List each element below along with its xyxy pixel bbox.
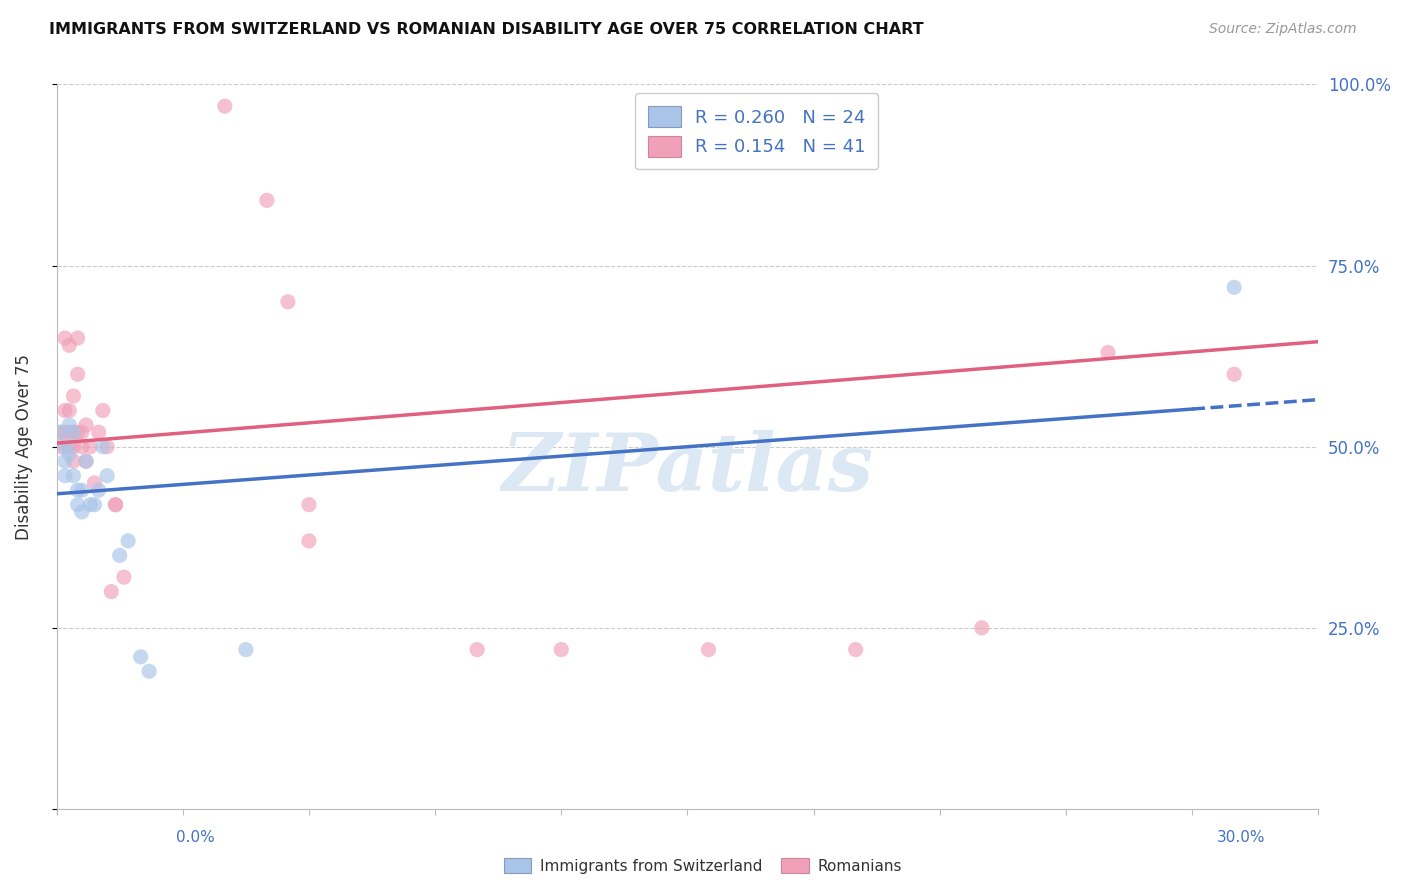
Point (1223, 280, 1246, 294)
Point (62, 440, 84, 454)
Point (58, 447, 80, 461)
Point (62, 425, 84, 440)
Point (112, 570, 135, 584)
Point (75, 454, 97, 468)
Point (62, 468, 84, 483)
Text: 30.0%: 30.0% (1218, 830, 1265, 845)
Point (79, 498, 101, 512)
Point (66, 368, 89, 382)
Legend: Immigrants from Switzerland, Romanians: Immigrants from Switzerland, Romanians (498, 852, 908, 880)
Point (697, 642, 720, 657)
Point (53, 440, 76, 454)
Point (58, 403, 80, 417)
Point (58, 425, 80, 440)
Point (66, 498, 89, 512)
Point (70, 483, 93, 498)
Point (104, 498, 127, 512)
Point (70, 505, 93, 519)
Text: Source: ZipAtlas.com: Source: ZipAtlas.com (1209, 22, 1357, 37)
Point (87, 483, 110, 498)
Point (49, 425, 72, 440)
Point (62, 389, 84, 403)
Point (53, 468, 76, 483)
Point (70, 425, 93, 440)
Point (1097, 345, 1119, 359)
Point (277, 294, 299, 309)
Point (58, 338, 80, 352)
Point (91, 403, 114, 417)
Point (96, 440, 118, 454)
Point (53, 403, 76, 417)
Point (62, 454, 84, 468)
Point (104, 498, 127, 512)
Point (58, 417, 80, 432)
Point (845, 642, 868, 657)
Point (53, 331, 76, 345)
Point (96, 468, 118, 483)
Point (75, 454, 97, 468)
Point (83, 475, 105, 490)
Text: 0.0%: 0.0% (176, 830, 215, 845)
Point (256, 194, 278, 208)
Point (53, 425, 76, 440)
Text: IMMIGRANTS FROM SWITZERLAND VS ROMANIAN DISABILITY AGE OVER 75 CORRELATION CHART: IMMIGRANTS FROM SWITZERLAND VS ROMANIAN … (49, 22, 924, 37)
Point (66, 483, 89, 498)
Point (138, 665, 160, 679)
Point (117, 533, 139, 548)
Point (58, 440, 80, 454)
Point (62, 425, 84, 440)
Point (87, 425, 110, 440)
Point (83, 498, 105, 512)
Point (75, 417, 97, 432)
Point (66, 331, 89, 345)
Point (129, 649, 152, 664)
Point (100, 584, 122, 599)
Point (66, 425, 89, 440)
Point (91, 440, 114, 454)
Y-axis label: Disability Age Over 75: Disability Age Over 75 (15, 354, 32, 540)
Point (49, 425, 72, 440)
Point (49, 440, 72, 454)
Point (970, 621, 993, 635)
Legend: R = 0.260   N = 24, R = 0.154   N = 41: R = 0.260 N = 24, R = 0.154 N = 41 (636, 94, 879, 169)
Point (53, 454, 76, 468)
Point (214, 99, 236, 113)
Point (108, 549, 131, 563)
Text: ZIPatlas: ZIPatlas (502, 430, 873, 508)
Point (70, 440, 93, 454)
Point (550, 642, 572, 657)
Point (465, 642, 488, 657)
Point (298, 498, 321, 512)
Point (235, 642, 257, 657)
Point (1223, 368, 1246, 382)
Point (79, 440, 101, 454)
Point (298, 533, 321, 548)
